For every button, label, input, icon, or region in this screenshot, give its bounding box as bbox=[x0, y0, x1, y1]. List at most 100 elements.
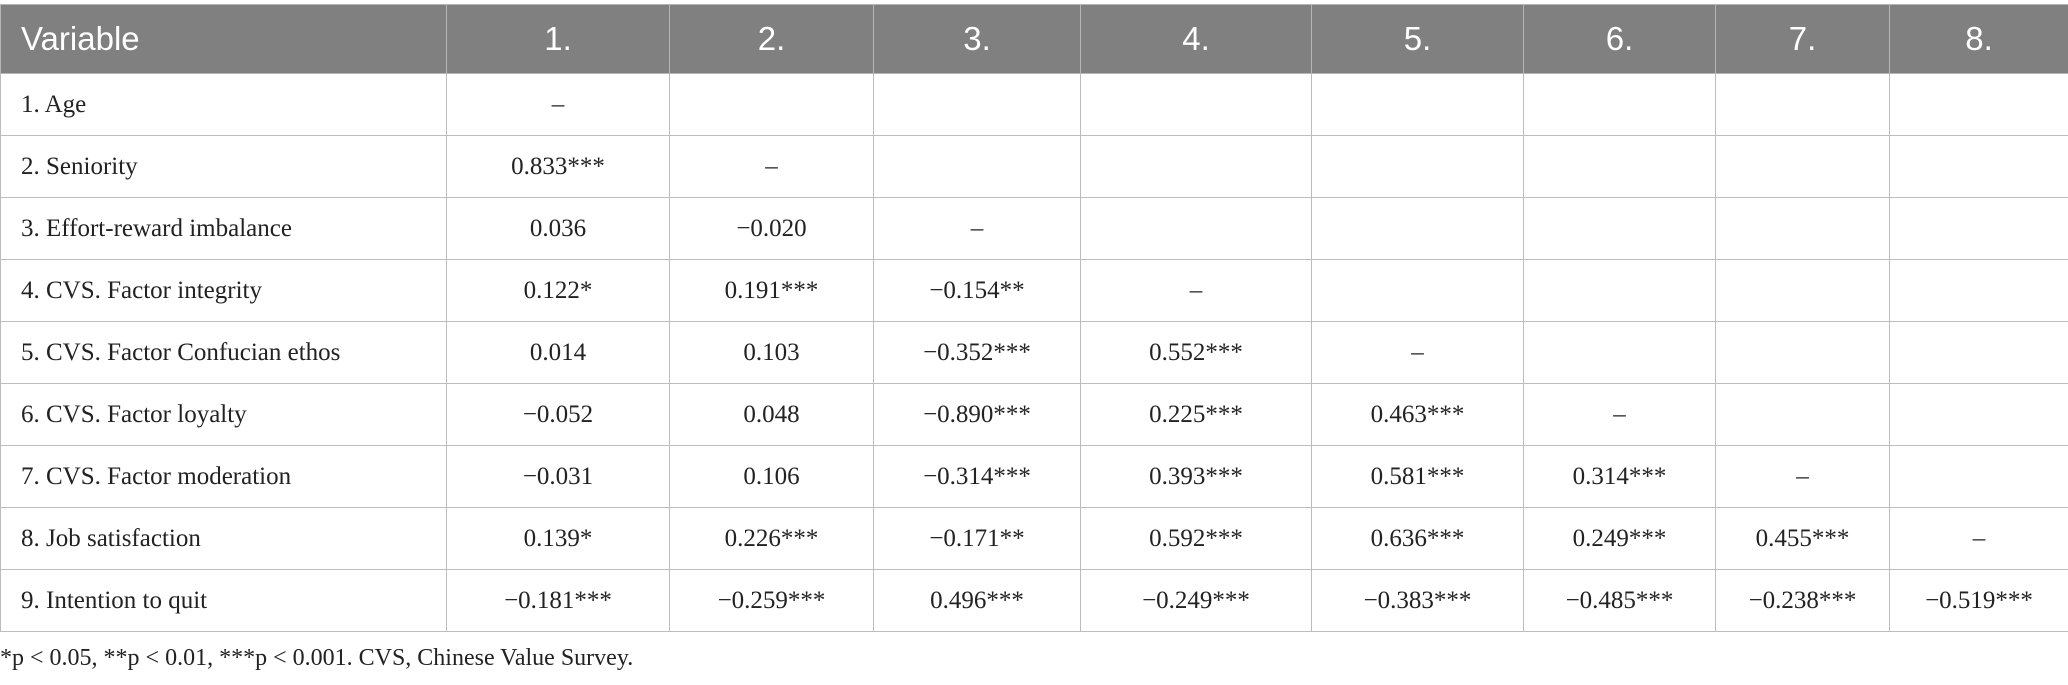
table-row: 7. CVS. Factor moderation −0.031 0.106 −0.3… bbox=[0, 445, 2068, 508]
empty-cell bbox=[1889, 383, 2068, 446]
variable-label: 8. Job satisfaction bbox=[0, 507, 447, 570]
empty-cell bbox=[1523, 73, 1716, 136]
empty-cell bbox=[1715, 321, 1890, 384]
correlation-cell: −0.259*** bbox=[669, 569, 874, 632]
correlation-cell: 0.225*** bbox=[1080, 383, 1312, 446]
empty-cell bbox=[1523, 135, 1716, 198]
variable-label: 6. CVS. Factor loyalty bbox=[0, 383, 447, 446]
column-header: 5. bbox=[1311, 4, 1524, 74]
empty-cell bbox=[1889, 259, 2068, 322]
table-row: 1. Age – bbox=[0, 73, 2068, 136]
empty-cell bbox=[1715, 73, 1890, 136]
variable-label: 1. Age bbox=[0, 73, 447, 136]
empty-cell bbox=[1889, 73, 2068, 136]
correlation-cell: 0.455*** bbox=[1715, 507, 1890, 570]
correlation-cell: 0.122* bbox=[446, 259, 670, 322]
correlation-cell: 0.833*** bbox=[446, 135, 670, 198]
correlation-cell: 0.226*** bbox=[669, 507, 874, 570]
correlation-cell: −0.154** bbox=[873, 259, 1081, 322]
column-header: 8. bbox=[1889, 4, 2068, 74]
correlation-cell: 0.249*** bbox=[1523, 507, 1716, 570]
empty-cell bbox=[1523, 321, 1716, 384]
correlation-cell: 0.139* bbox=[446, 507, 670, 570]
correlation-cell: 0.636*** bbox=[1311, 507, 1524, 570]
empty-cell bbox=[1715, 135, 1890, 198]
column-header: 6. bbox=[1523, 4, 1716, 74]
correlation-cell: −0.249*** bbox=[1080, 569, 1312, 632]
empty-cell bbox=[873, 135, 1081, 198]
table-row: 5. CVS. Factor Confucian ethos 0.014 0.103… bbox=[0, 321, 2068, 384]
correlation-cell: 0.014 bbox=[446, 321, 670, 384]
correlation-cell: – bbox=[669, 135, 874, 198]
correlation-cell: −0.052 bbox=[446, 383, 670, 446]
correlation-cell: −0.485*** bbox=[1523, 569, 1716, 632]
correlation-cell: 0.581*** bbox=[1311, 445, 1524, 508]
correlation-cell: – bbox=[1523, 383, 1716, 446]
empty-cell bbox=[1715, 197, 1890, 260]
correlation-cell: −0.020 bbox=[669, 197, 874, 260]
empty-cell bbox=[1080, 73, 1312, 136]
empty-cell bbox=[1080, 135, 1312, 198]
correlation-cell: −0.181*** bbox=[446, 569, 670, 632]
empty-cell bbox=[1889, 197, 2068, 260]
variable-label: 4. CVS. Factor integrity bbox=[0, 259, 447, 322]
table-row: 8. Job satisfaction 0.139* 0.226*** −0.171*… bbox=[0, 507, 2068, 570]
empty-cell bbox=[1080, 197, 1312, 260]
column-header: 2. bbox=[669, 4, 874, 74]
correlation-cell: 0.036 bbox=[446, 197, 670, 260]
empty-cell bbox=[669, 73, 874, 136]
empty-cell bbox=[1889, 135, 2068, 198]
table-body: 1. Age –2. Seniority 0.833*** –3. Effort-re… bbox=[0, 73, 2068, 632]
empty-cell bbox=[1311, 197, 1524, 260]
table-row: 2. Seniority 0.833*** – bbox=[0, 135, 2068, 198]
correlation-cell: 0.592*** bbox=[1080, 507, 1312, 570]
column-header: 4. bbox=[1080, 4, 1312, 74]
empty-cell bbox=[1311, 135, 1524, 198]
variable-label: 3. Effort-reward imbalance bbox=[0, 197, 447, 260]
empty-cell bbox=[1715, 259, 1890, 322]
correlation-cell: −0.314*** bbox=[873, 445, 1081, 508]
empty-cell bbox=[1889, 321, 2068, 384]
empty-cell bbox=[1311, 259, 1524, 322]
correlation-cell: 0.103 bbox=[669, 321, 874, 384]
variable-header: Variable bbox=[0, 4, 447, 74]
column-header: 3. bbox=[873, 4, 1081, 74]
correlation-table: Variable 1. 2. 3. 4. 5. 6. 7. 8. 1. Age –2. Senio… bbox=[0, 4, 2068, 632]
footnote: *p < 0.05, **p < 0.01, ***p < 0.001. CVS… bbox=[0, 645, 634, 671]
correlation-cell: – bbox=[1715, 445, 1890, 508]
correlation-cell: – bbox=[1889, 507, 2068, 570]
table-row: 4. CVS. Factor integrity 0.122* 0.191*** −0… bbox=[0, 259, 2068, 322]
correlation-cell: −0.890*** bbox=[873, 383, 1081, 446]
correlation-cell: −0.519*** bbox=[1889, 569, 2068, 632]
correlation-cell: 0.496*** bbox=[873, 569, 1081, 632]
header-row: Variable 1. 2. 3. 4. 5. 6. 7. 8. bbox=[0, 4, 2068, 74]
correlation-cell: – bbox=[446, 73, 670, 136]
variable-label: 5. CVS. Factor Confucian ethos bbox=[0, 321, 447, 384]
correlation-cell: 0.106 bbox=[669, 445, 874, 508]
column-header: 1. bbox=[446, 4, 670, 74]
correlation-cell: – bbox=[873, 197, 1081, 260]
correlation-cell: −0.352*** bbox=[873, 321, 1081, 384]
correlation-cell: −0.171** bbox=[873, 507, 1081, 570]
correlation-cell: 0.048 bbox=[669, 383, 874, 446]
variable-label: 9. Intention to quit bbox=[0, 569, 447, 632]
correlation-cell: 0.393*** bbox=[1080, 445, 1312, 508]
empty-cell bbox=[1311, 73, 1524, 136]
correlation-cell: −0.238*** bbox=[1715, 569, 1890, 632]
empty-cell bbox=[1715, 383, 1890, 446]
table-row: 9. Intention to quit −0.181*** −0.259*** 0.… bbox=[0, 569, 2068, 632]
empty-cell bbox=[873, 73, 1081, 136]
correlation-cell: 0.191*** bbox=[669, 259, 874, 322]
column-header: 7. bbox=[1715, 4, 1890, 74]
correlation-cell: −0.383*** bbox=[1311, 569, 1524, 632]
table-row: 3. Effort-reward imbalance 0.036 −0.020– bbox=[0, 197, 2068, 260]
variable-label: 2. Seniority bbox=[0, 135, 447, 198]
table-row: 6. CVS. Factor loyalty −0.052 0.048 −0.890*… bbox=[0, 383, 2068, 446]
correlation-cell: 0.552*** bbox=[1080, 321, 1312, 384]
correlation-cell: – bbox=[1311, 321, 1524, 384]
empty-cell bbox=[1523, 197, 1716, 260]
variable-label: 7. CVS. Factor moderation bbox=[0, 445, 447, 508]
correlation-cell: −0.031 bbox=[446, 445, 670, 508]
correlation-cell: 0.463*** bbox=[1311, 383, 1524, 446]
